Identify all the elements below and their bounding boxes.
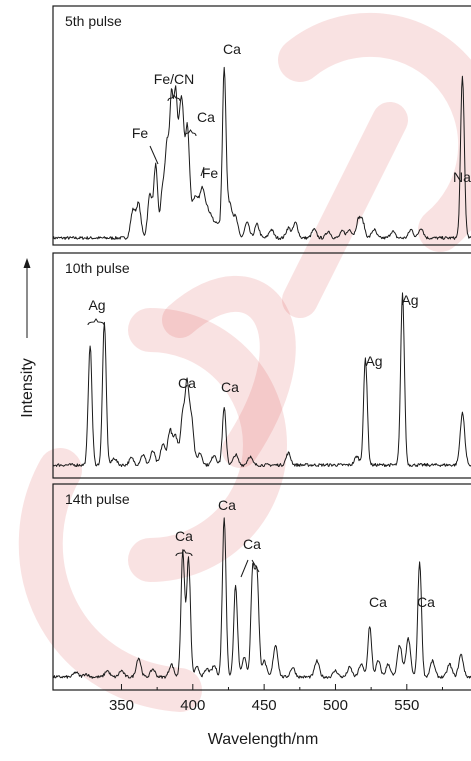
annotation-pointer: [240, 559, 249, 578]
peak-annotation: Ag: [401, 292, 418, 308]
peak-annotation: Ca: [369, 594, 387, 610]
x-tick-label: 450: [252, 697, 277, 714]
panel-label: 14th pulse: [65, 491, 130, 507]
panel-label: 5th pulse: [65, 13, 122, 29]
peak-annotation: Ca: [175, 528, 193, 544]
panel-frame: [52, 252, 471, 479]
peak-annotation: Ca: [197, 109, 215, 125]
peak-annotation: Ag: [88, 297, 105, 313]
x-axis-label: Wavelength/nm: [208, 731, 319, 748]
x-tick-label: 350: [109, 697, 134, 714]
peak-annotation: Ag: [365, 353, 382, 369]
peak-annotation: Ca: [218, 497, 236, 513]
x-tick-label: 550: [394, 697, 419, 714]
watermark-stroke: [162, 275, 296, 468]
peak-annotation: Ca: [178, 375, 196, 391]
spectrum-line: [52, 517, 471, 679]
annotation-pointer: [200, 166, 205, 177]
peak-annotation: Ca: [223, 41, 241, 57]
peak-annotation: Ca: [221, 379, 239, 395]
annotation-bracket: [167, 94, 181, 102]
spectrum-line: [52, 66, 471, 240]
watermark: [18, 12, 471, 712]
y-axis-arrowhead: [23, 258, 31, 268]
watermark-stroke: [282, 102, 408, 318]
annotation-pointer: [149, 145, 159, 165]
annotation-bracket: [175, 549, 193, 557]
spectrum-line: [52, 292, 471, 467]
watermark-stroke: [128, 308, 287, 582]
annotation-bracket: [87, 318, 105, 326]
peak-annotation: Fe: [202, 165, 219, 181]
peak-annotation: Ca: [243, 536, 261, 552]
panel-label: 10th pulse: [65, 260, 130, 276]
peak-annotation: Ca: [417, 594, 435, 610]
watermark-stroke: [18, 448, 202, 712]
y-axis-label: Intensity: [19, 358, 36, 418]
peak-annotation: Fe/CN: [154, 71, 194, 87]
x-tick-label: 400: [180, 697, 205, 714]
panel-frame: [52, 5, 471, 246]
x-tick-label: 500: [323, 697, 348, 714]
peak-annotation: Fe: [132, 125, 149, 141]
peak-annotation: Na: [453, 169, 471, 185]
panel-frame: [52, 483, 471, 691]
annotation-pointer: [251, 559, 260, 573]
annotation-bracket: [184, 129, 197, 137]
